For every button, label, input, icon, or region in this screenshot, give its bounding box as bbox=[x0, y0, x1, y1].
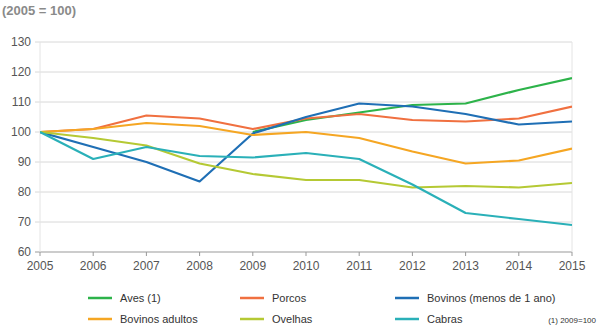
y-tick-label: 80 bbox=[18, 185, 32, 199]
title: (2005 = 100) bbox=[2, 3, 76, 18]
y-tick-label: 130 bbox=[11, 35, 31, 49]
series-line bbox=[40, 123, 572, 164]
legend-swatch bbox=[395, 297, 419, 300]
x-tick-label: 2013 bbox=[452, 259, 479, 273]
y-axis-line bbox=[40, 42, 41, 252]
x-tick bbox=[412, 252, 413, 256]
legend-label: Cabras bbox=[427, 313, 463, 325]
x-tick bbox=[93, 252, 94, 256]
y-tick-label: 90 bbox=[18, 155, 32, 169]
grid-line bbox=[35, 72, 572, 73]
chart: (2005 = 100) 60 70 80 90 100 110 120 130 2005 2006… bbox=[0, 0, 600, 335]
x-tick bbox=[359, 252, 360, 256]
x-tick-label: 2007 bbox=[133, 259, 160, 273]
x-tick bbox=[252, 252, 253, 256]
grid-line bbox=[35, 252, 572, 253]
x-tick-label: 2008 bbox=[186, 259, 213, 273]
legend-label: Porcos bbox=[272, 292, 307, 304]
legend-swatch bbox=[240, 318, 264, 321]
grid-line bbox=[35, 222, 572, 223]
x-tick-label: 2009 bbox=[239, 259, 266, 273]
x-tick bbox=[518, 252, 519, 256]
x-tick bbox=[199, 252, 200, 256]
x-tick-label: 2015 bbox=[559, 259, 586, 273]
x-tick-label: 2012 bbox=[399, 259, 426, 273]
y-tick-label: 120 bbox=[11, 65, 31, 79]
x-tick-label: 2011 bbox=[346, 259, 372, 273]
y-tick-label: 110 bbox=[12, 95, 31, 109]
legend-swatch bbox=[88, 318, 112, 321]
y-tick-label: 70 bbox=[18, 215, 32, 229]
grid-line bbox=[35, 102, 572, 103]
x-tick-label: 2010 bbox=[293, 259, 320, 273]
series-line bbox=[40, 132, 572, 188]
x-tick-label: 2005 bbox=[27, 259, 54, 273]
x-tick-label: 2014 bbox=[505, 259, 532, 273]
footnote: (1) 2009=100 bbox=[548, 316, 596, 325]
x-tick bbox=[572, 252, 573, 256]
grid-line bbox=[35, 42, 572, 43]
series-line bbox=[40, 132, 572, 225]
legend-label: Bovinos adultos bbox=[120, 313, 198, 325]
legend-label: Ovelhas bbox=[272, 313, 313, 325]
legend-label: Aves (1) bbox=[120, 292, 161, 304]
plot-lines bbox=[40, 78, 572, 225]
y-tick-label: 100 bbox=[11, 125, 31, 139]
x-tick bbox=[40, 252, 41, 256]
x-tick bbox=[306, 252, 307, 256]
x-range-end bbox=[572, 42, 573, 252]
legend-swatch bbox=[88, 297, 112, 300]
y-tick-label: 60 bbox=[18, 245, 32, 259]
legend: Aves (1) Porcos Bovinos (menos de 1 ano) Bo… bbox=[88, 292, 555, 325]
legend-swatch bbox=[395, 318, 419, 321]
x-tick bbox=[146, 252, 147, 256]
legend-swatch bbox=[240, 297, 264, 300]
legend-label: Bovinos (menos de 1 ano) bbox=[427, 292, 555, 304]
grid-line bbox=[35, 192, 572, 193]
x-tick bbox=[465, 252, 466, 256]
x-tick-label: 2006 bbox=[80, 259, 107, 273]
